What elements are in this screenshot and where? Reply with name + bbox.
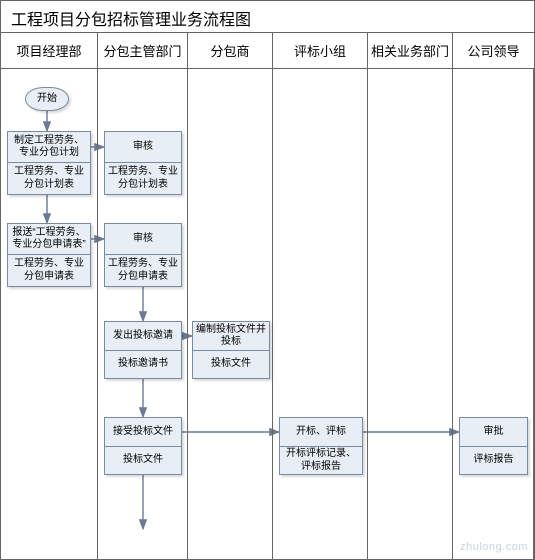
lane-head-pm: 项目经理部 [1,33,98,68]
node-n4b: 工程劳务、专业分包申请表 [104,255,182,287]
node-n6a: 编制投标文件并投标 [192,321,270,351]
node-n8b: 开标评标记录、评标报告 [279,447,363,475]
node-n3b: 工程劳务、专业分包申请表 [7,255,91,287]
lane-biz [368,69,453,560]
lane-head-dept: 分包主管部门 [98,33,188,68]
node-n5a: 发出投标邀请 [104,321,182,351]
lanes-body: 开始制定工程劳务、专业分包计划工程劳务、专业分包计划表审核工程劳务、专业分包计划… [1,69,534,560]
lane-sub [188,69,273,560]
node-n2b: 工程劳务、专业分包计划表 [104,163,182,195]
node-n9b: 评标报告 [459,447,528,475]
page-title: 工程项目分包招标管理业务流程图 [1,1,534,33]
node-start: 开始 [25,87,69,111]
node-n3a: 报送“工程劳务、专业分包申请表” [7,223,91,255]
lane-head-eval: 评标小组 [273,33,368,68]
lane-lead [453,69,534,560]
watermark: zhulong.com [460,541,528,553]
node-n8a: 开标、评标 [279,417,363,447]
node-n9a: 审批 [459,417,528,447]
node-n7a: 接受投标文件 [104,417,182,447]
node-n5b: 投标邀请书 [104,351,182,379]
lane-head-lead: 公司领导 [453,33,534,68]
lanes-header: 项目经理部分包主管部门分包商评标小组相关业务部门公司领导 [1,33,534,69]
node-n1a: 制定工程劳务、专业分包计划 [7,131,91,163]
lane-head-biz: 相关业务部门 [368,33,453,68]
flowchart-page: 工程项目分包招标管理业务流程图 项目经理部分包主管部门分包商评标小组相关业务部门… [0,0,535,560]
lane-head-sub: 分包商 [188,33,273,68]
node-n6b: 投标文件 [192,351,270,379]
node-n1b: 工程劳务、专业分包计划表 [7,163,91,195]
lane-eval [273,69,368,560]
node-n7b: 投标文件 [104,447,182,475]
node-n2a: 审核 [104,131,182,163]
node-n4a: 审核 [104,223,182,255]
